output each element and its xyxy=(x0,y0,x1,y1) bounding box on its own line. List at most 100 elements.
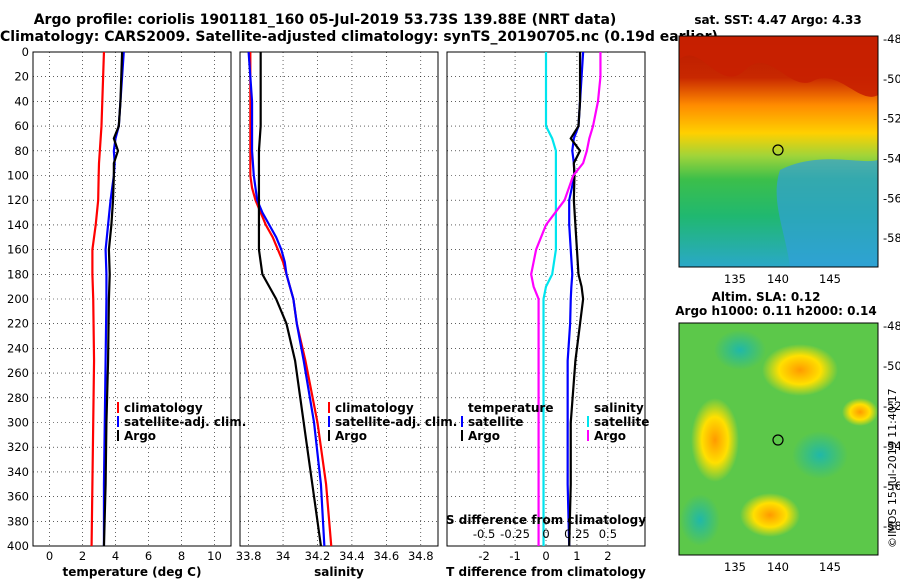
depth-tick-label: 60 xyxy=(14,119,29,133)
x-tick-label: 34.6 xyxy=(374,549,400,563)
series-line-2 xyxy=(257,52,323,547)
sst-map-title: sat. SST: 4.47 Argo: 4.33 xyxy=(694,13,861,27)
map-lat-label: -52 xyxy=(883,112,900,126)
depth-tick-label: 400 xyxy=(7,539,29,553)
sla-map-title-line2: Argo h1000: 0.11 h2000: 0.14 xyxy=(675,304,876,318)
legend-heading: temperature xyxy=(468,401,553,415)
series-line-3 xyxy=(530,52,602,546)
depth-tick-label: 200 xyxy=(7,292,29,306)
depth-tick-label: 300 xyxy=(7,416,29,430)
depth-tick-label: 140 xyxy=(7,218,29,232)
x-tick-label: 10 xyxy=(207,549,222,563)
x-tick-label: 2 xyxy=(79,549,86,563)
map-lat-label: -54 xyxy=(883,151,900,165)
depth-tick-label: 360 xyxy=(7,490,29,504)
sla-high-anomaly xyxy=(740,493,800,537)
legend-label: climatology xyxy=(335,401,414,415)
legend-label: satellite-adj. clim. xyxy=(124,415,246,429)
depth-tick-label: 240 xyxy=(7,341,29,355)
x-tick-label: 0 xyxy=(542,549,549,563)
depth-tick-label: 320 xyxy=(7,440,29,454)
sst-map-frame xyxy=(678,35,879,268)
legend-label: Argo xyxy=(468,429,500,443)
s-tick-label: -0.5 xyxy=(473,527,495,541)
map-lon-label: 145 xyxy=(819,272,841,286)
temperature-xlabel: temperature (deg C) xyxy=(63,565,202,579)
map-lat-label: -48 xyxy=(883,319,900,333)
legend-label: climatology xyxy=(124,401,203,415)
map-lon-label: 135 xyxy=(724,560,746,574)
map-lat-label: -48 xyxy=(883,32,900,46)
x-tick-label: 34.4 xyxy=(339,549,365,563)
depth-tick-label: 380 xyxy=(7,514,29,528)
temperature-legend: climatology satellite-adj. clim. Argo xyxy=(117,401,246,443)
series-line-2 xyxy=(102,51,124,547)
argo-float-marker xyxy=(772,434,784,446)
map-lat-label: -56 xyxy=(883,191,900,205)
series-line-2 xyxy=(542,52,558,546)
s-tick-label: -0.25 xyxy=(500,527,530,541)
x-tick-label: 1 xyxy=(573,549,580,563)
map-lat-label: -50 xyxy=(883,72,900,86)
depth-tick-label: 220 xyxy=(7,317,29,331)
legend-label: Argo xyxy=(594,429,626,443)
imos-credit: ©IMOS 15-Jul-2019 11:40:17 xyxy=(886,388,899,548)
salinity-difference-xlabel: S difference from climatology xyxy=(446,513,646,527)
depth-tick-label: 180 xyxy=(7,267,29,281)
series-line-1 xyxy=(568,52,585,547)
depth-tick-label: 340 xyxy=(7,465,29,479)
sla-low-anomaly xyxy=(680,494,720,546)
map-lon-label: 140 xyxy=(767,560,789,574)
sst-map[interactable] xyxy=(678,35,879,268)
depth-tick-label: 260 xyxy=(7,366,29,380)
x-tick-label: 33.8 xyxy=(236,549,262,563)
sst-warm-front xyxy=(679,36,878,97)
depth-tick-label: 80 xyxy=(14,144,29,158)
x-tick-label: 6 xyxy=(145,549,152,563)
series-line-0 xyxy=(249,52,333,547)
x-tick-label: 34.8 xyxy=(408,549,434,563)
argo-float-marker xyxy=(772,144,784,156)
x-tick-label: -2 xyxy=(478,549,489,563)
chart-title-line1: Argo profile: coriolis 1901181_160 05-Ju… xyxy=(33,12,617,28)
s-tick-label: 0.5 xyxy=(599,527,617,541)
sla-map-title-line1: Altim. SLA: 0.12 xyxy=(712,290,821,304)
salinity-legend: climatology satellite-adj. clim. Argo xyxy=(328,401,457,443)
legend-label: satellite xyxy=(468,415,523,429)
legend-label: satellite xyxy=(594,415,649,429)
depth-tick-label: 280 xyxy=(7,391,29,405)
series-line-0 xyxy=(90,51,106,547)
legend-label: satellite-adj. clim. xyxy=(335,415,457,429)
depth-tick-label: 0 xyxy=(22,45,29,59)
salinity-xlabel: salinity xyxy=(314,565,364,579)
x-tick-label: 8 xyxy=(178,549,185,563)
map-lat-label: -56 xyxy=(883,479,900,493)
sst-cold-patch xyxy=(776,159,878,267)
x-tick-label: 4 xyxy=(112,549,119,563)
sla-map[interactable] xyxy=(678,322,879,556)
s-tick-label: 0 xyxy=(542,527,549,541)
sla-high-anomaly xyxy=(762,344,838,396)
map-lat-label: -52 xyxy=(883,399,900,413)
series-line-1 xyxy=(247,51,326,547)
sla-map-frame xyxy=(678,322,879,556)
depth-tick-label: 120 xyxy=(7,193,29,207)
difference-xlabel: T difference from climatology xyxy=(446,565,646,579)
chart-title-line2: Climatology: CARS2009. Satellite-adjuste… xyxy=(0,29,718,45)
depth-tick-label: 40 xyxy=(14,94,29,108)
map-lon-label: 145 xyxy=(819,560,841,574)
map-lon-label: 135 xyxy=(724,272,746,286)
map-lat-label: -58 xyxy=(883,231,900,245)
x-tick-label: 34.2 xyxy=(305,549,331,563)
sla-high-anomaly xyxy=(691,398,739,482)
x-tick-label: 2 xyxy=(604,549,611,563)
difference-legend-temperature: temperature satellite Argo xyxy=(461,401,553,443)
legend-label: Argo xyxy=(124,429,156,443)
map-lon-label: 140 xyxy=(767,272,789,286)
difference-legend-salinity: salinity satellite Argo xyxy=(587,401,649,443)
sla-low-anomaly xyxy=(714,330,766,370)
x-tick-label: 34 xyxy=(276,549,291,563)
map-lat-label: -58 xyxy=(883,519,900,533)
sla-high-anomaly xyxy=(842,398,878,426)
